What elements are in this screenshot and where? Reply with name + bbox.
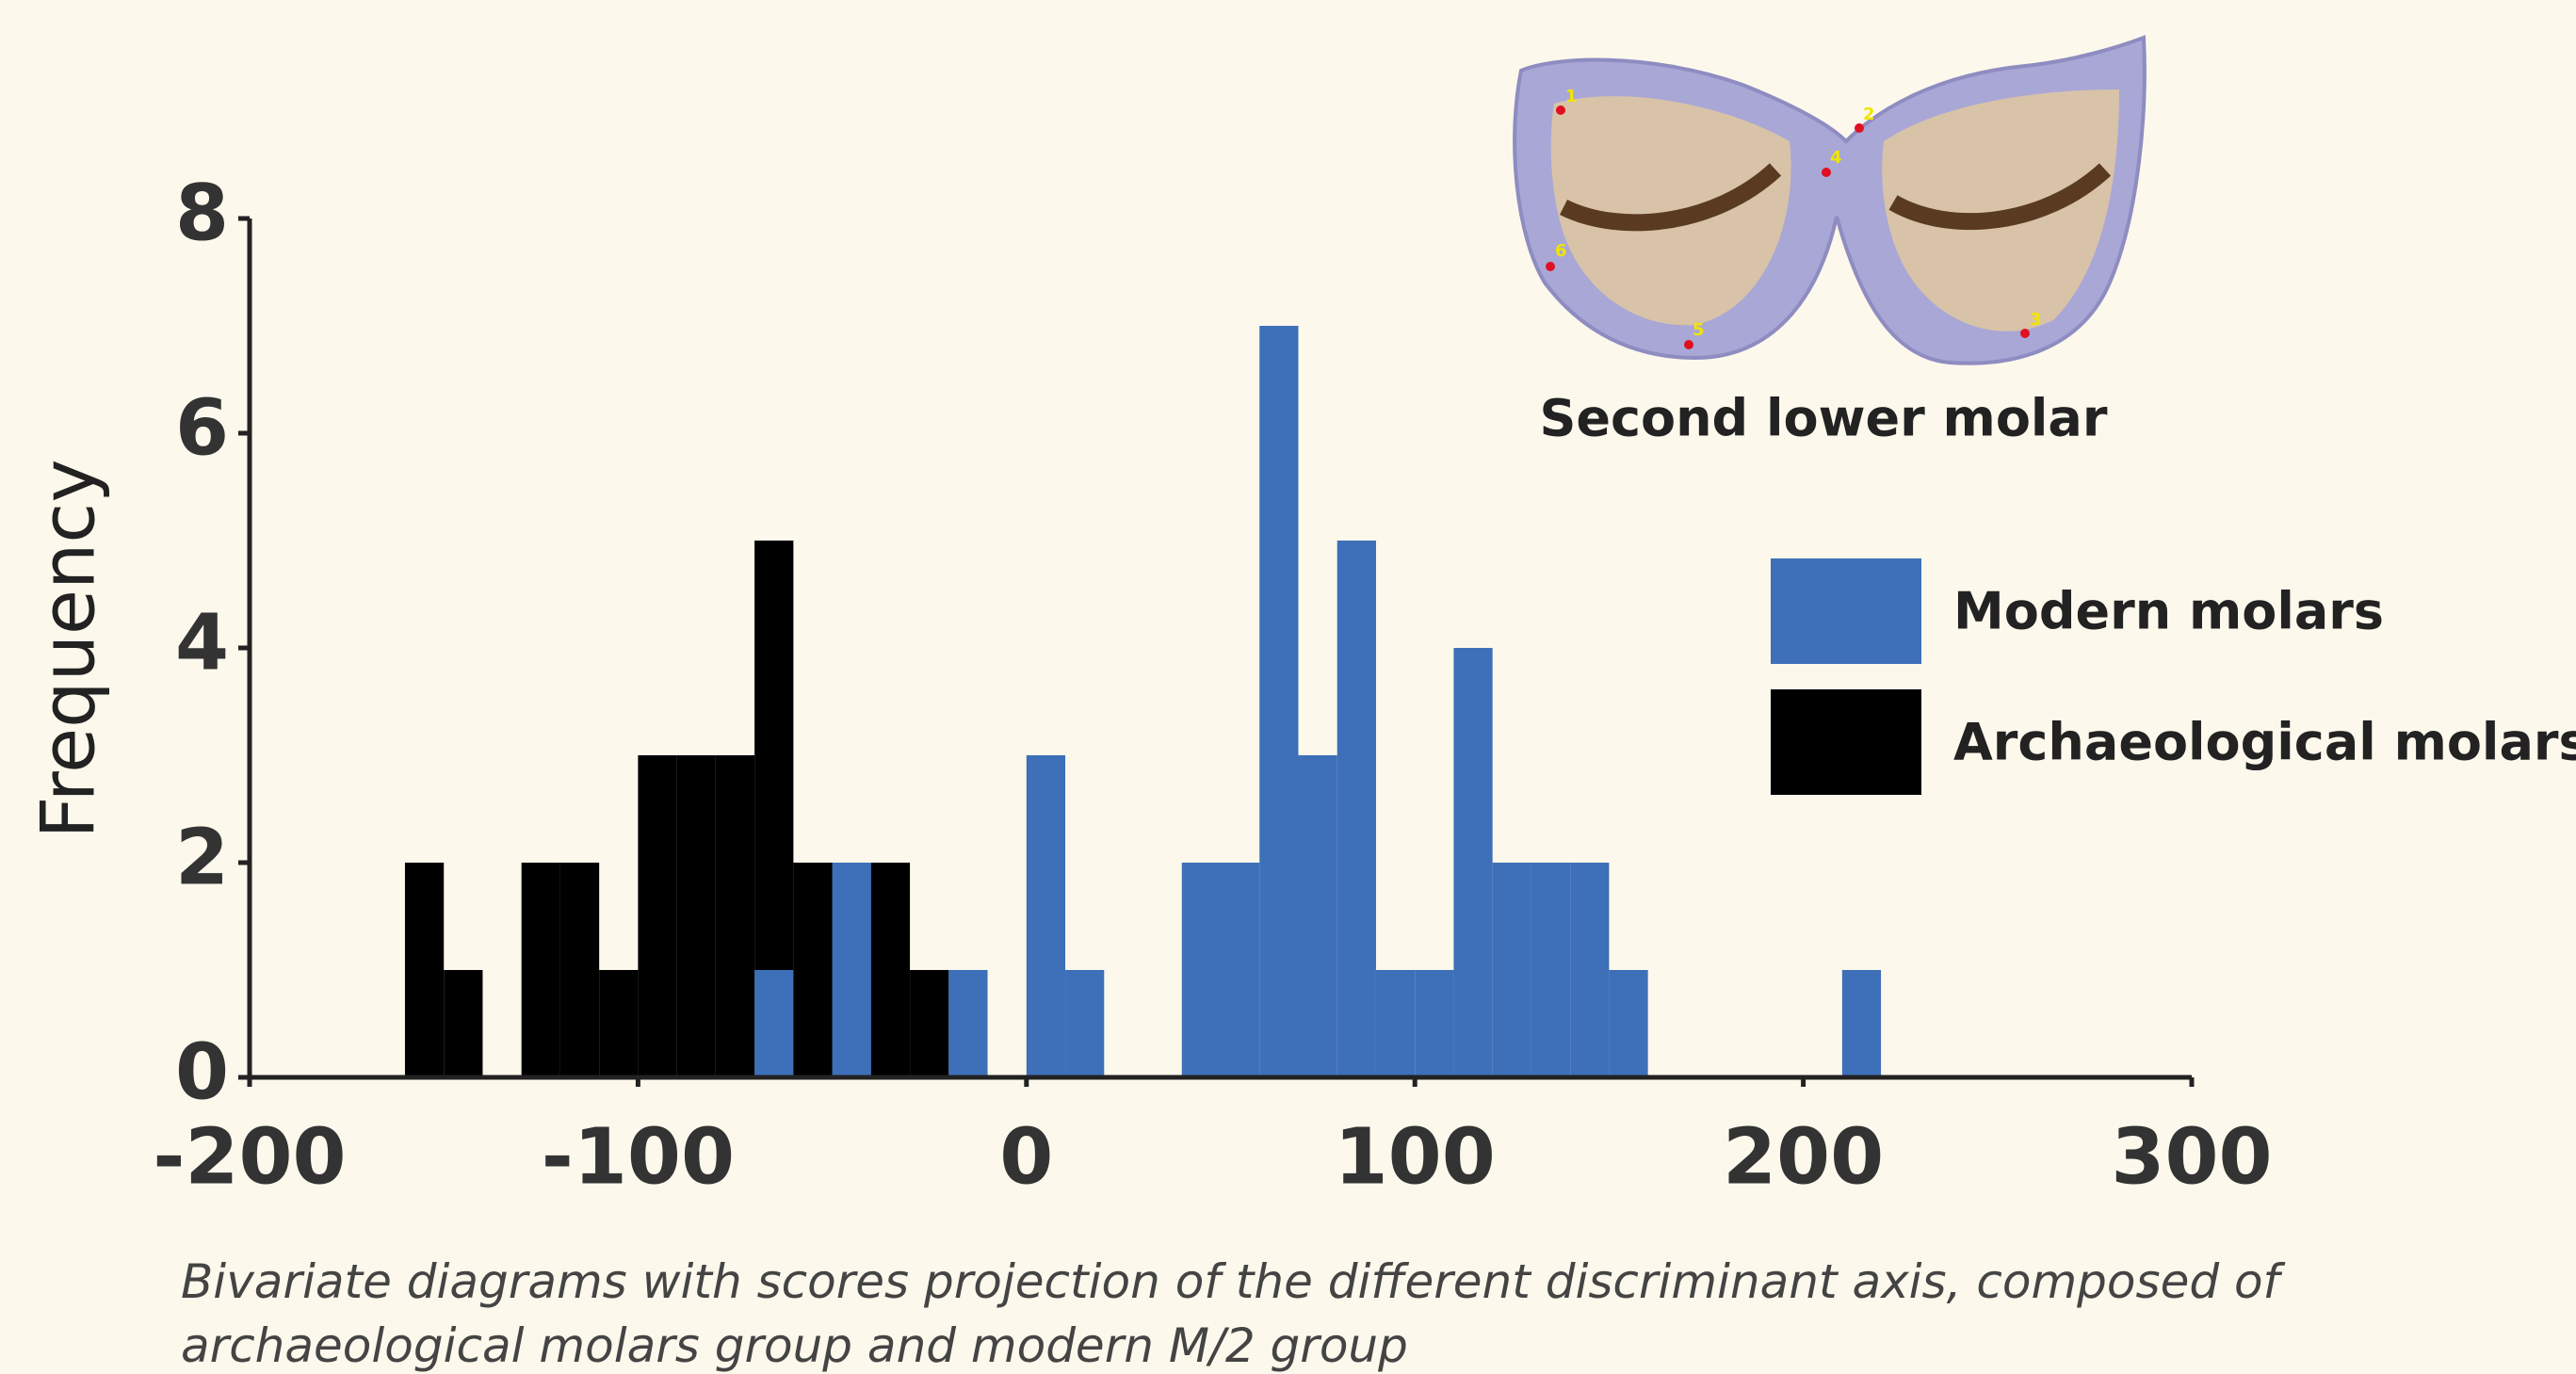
bar xyxy=(1531,863,1571,1077)
y-tick-label: 6 xyxy=(175,383,229,473)
bar xyxy=(1609,970,1648,1077)
bar xyxy=(793,863,833,1077)
caption: archaeological molars group and modern M… xyxy=(181,1318,1408,1373)
bar xyxy=(832,863,871,1077)
bar xyxy=(1259,326,1299,1077)
caption: Bivariate diagrams with scores projectio… xyxy=(181,1254,2286,1309)
legend-label: Modern molars xyxy=(1953,582,2384,641)
bar xyxy=(910,970,949,1077)
bar xyxy=(521,863,560,1077)
bar xyxy=(1841,970,1882,1077)
bar xyxy=(638,755,677,1077)
bar xyxy=(404,863,445,1077)
bar xyxy=(1181,863,1221,1077)
landmark-label: 3 xyxy=(2030,310,2042,330)
legend-label: Archaeological molars xyxy=(1953,713,2576,772)
bar xyxy=(1221,863,1260,1077)
landmark-label: 5 xyxy=(1693,320,1705,340)
bar xyxy=(676,755,716,1077)
bar xyxy=(1492,863,1531,1077)
bar xyxy=(715,755,755,1077)
bar xyxy=(1453,648,1493,1077)
bar xyxy=(754,970,794,1077)
bar xyxy=(559,863,600,1077)
x-tick-label: 200 xyxy=(1723,1112,1884,1202)
bar xyxy=(1570,863,1610,1077)
y-tick-label: 2 xyxy=(175,813,229,902)
bar xyxy=(1375,970,1416,1077)
y-tick-label: 0 xyxy=(175,1027,229,1117)
x-tick-label: 300 xyxy=(2111,1112,2272,1202)
bar xyxy=(948,970,988,1077)
bar xyxy=(1337,541,1376,1077)
bar xyxy=(1415,970,1454,1077)
legend-swatch xyxy=(1771,689,1921,795)
x-tick-label: 0 xyxy=(999,1112,1053,1202)
landmark-label: 4 xyxy=(1830,148,1842,168)
x-tick-label: -200 xyxy=(153,1112,346,1202)
landmark-label: 6 xyxy=(1555,241,1567,261)
bar xyxy=(444,970,483,1077)
bar xyxy=(1065,970,1105,1077)
x-tick-label: 100 xyxy=(1335,1112,1496,1202)
bar xyxy=(870,863,911,1077)
bar xyxy=(1026,755,1066,1077)
y-tick-label: 4 xyxy=(175,598,229,687)
legend-swatch xyxy=(1771,558,1921,664)
bar xyxy=(599,970,639,1077)
landmark-label: 2 xyxy=(1863,105,1875,124)
y-axis-label: Frequency xyxy=(26,460,111,839)
x-tick-label: -100 xyxy=(542,1112,735,1202)
molar-image: 1 2 3 4 5 6 xyxy=(1513,35,2147,365)
y-tick-label: 8 xyxy=(175,169,229,258)
inset-title: Second lower molar xyxy=(1539,389,2107,448)
landmark-label: 1 xyxy=(1565,87,1578,106)
bar xyxy=(1298,755,1337,1077)
